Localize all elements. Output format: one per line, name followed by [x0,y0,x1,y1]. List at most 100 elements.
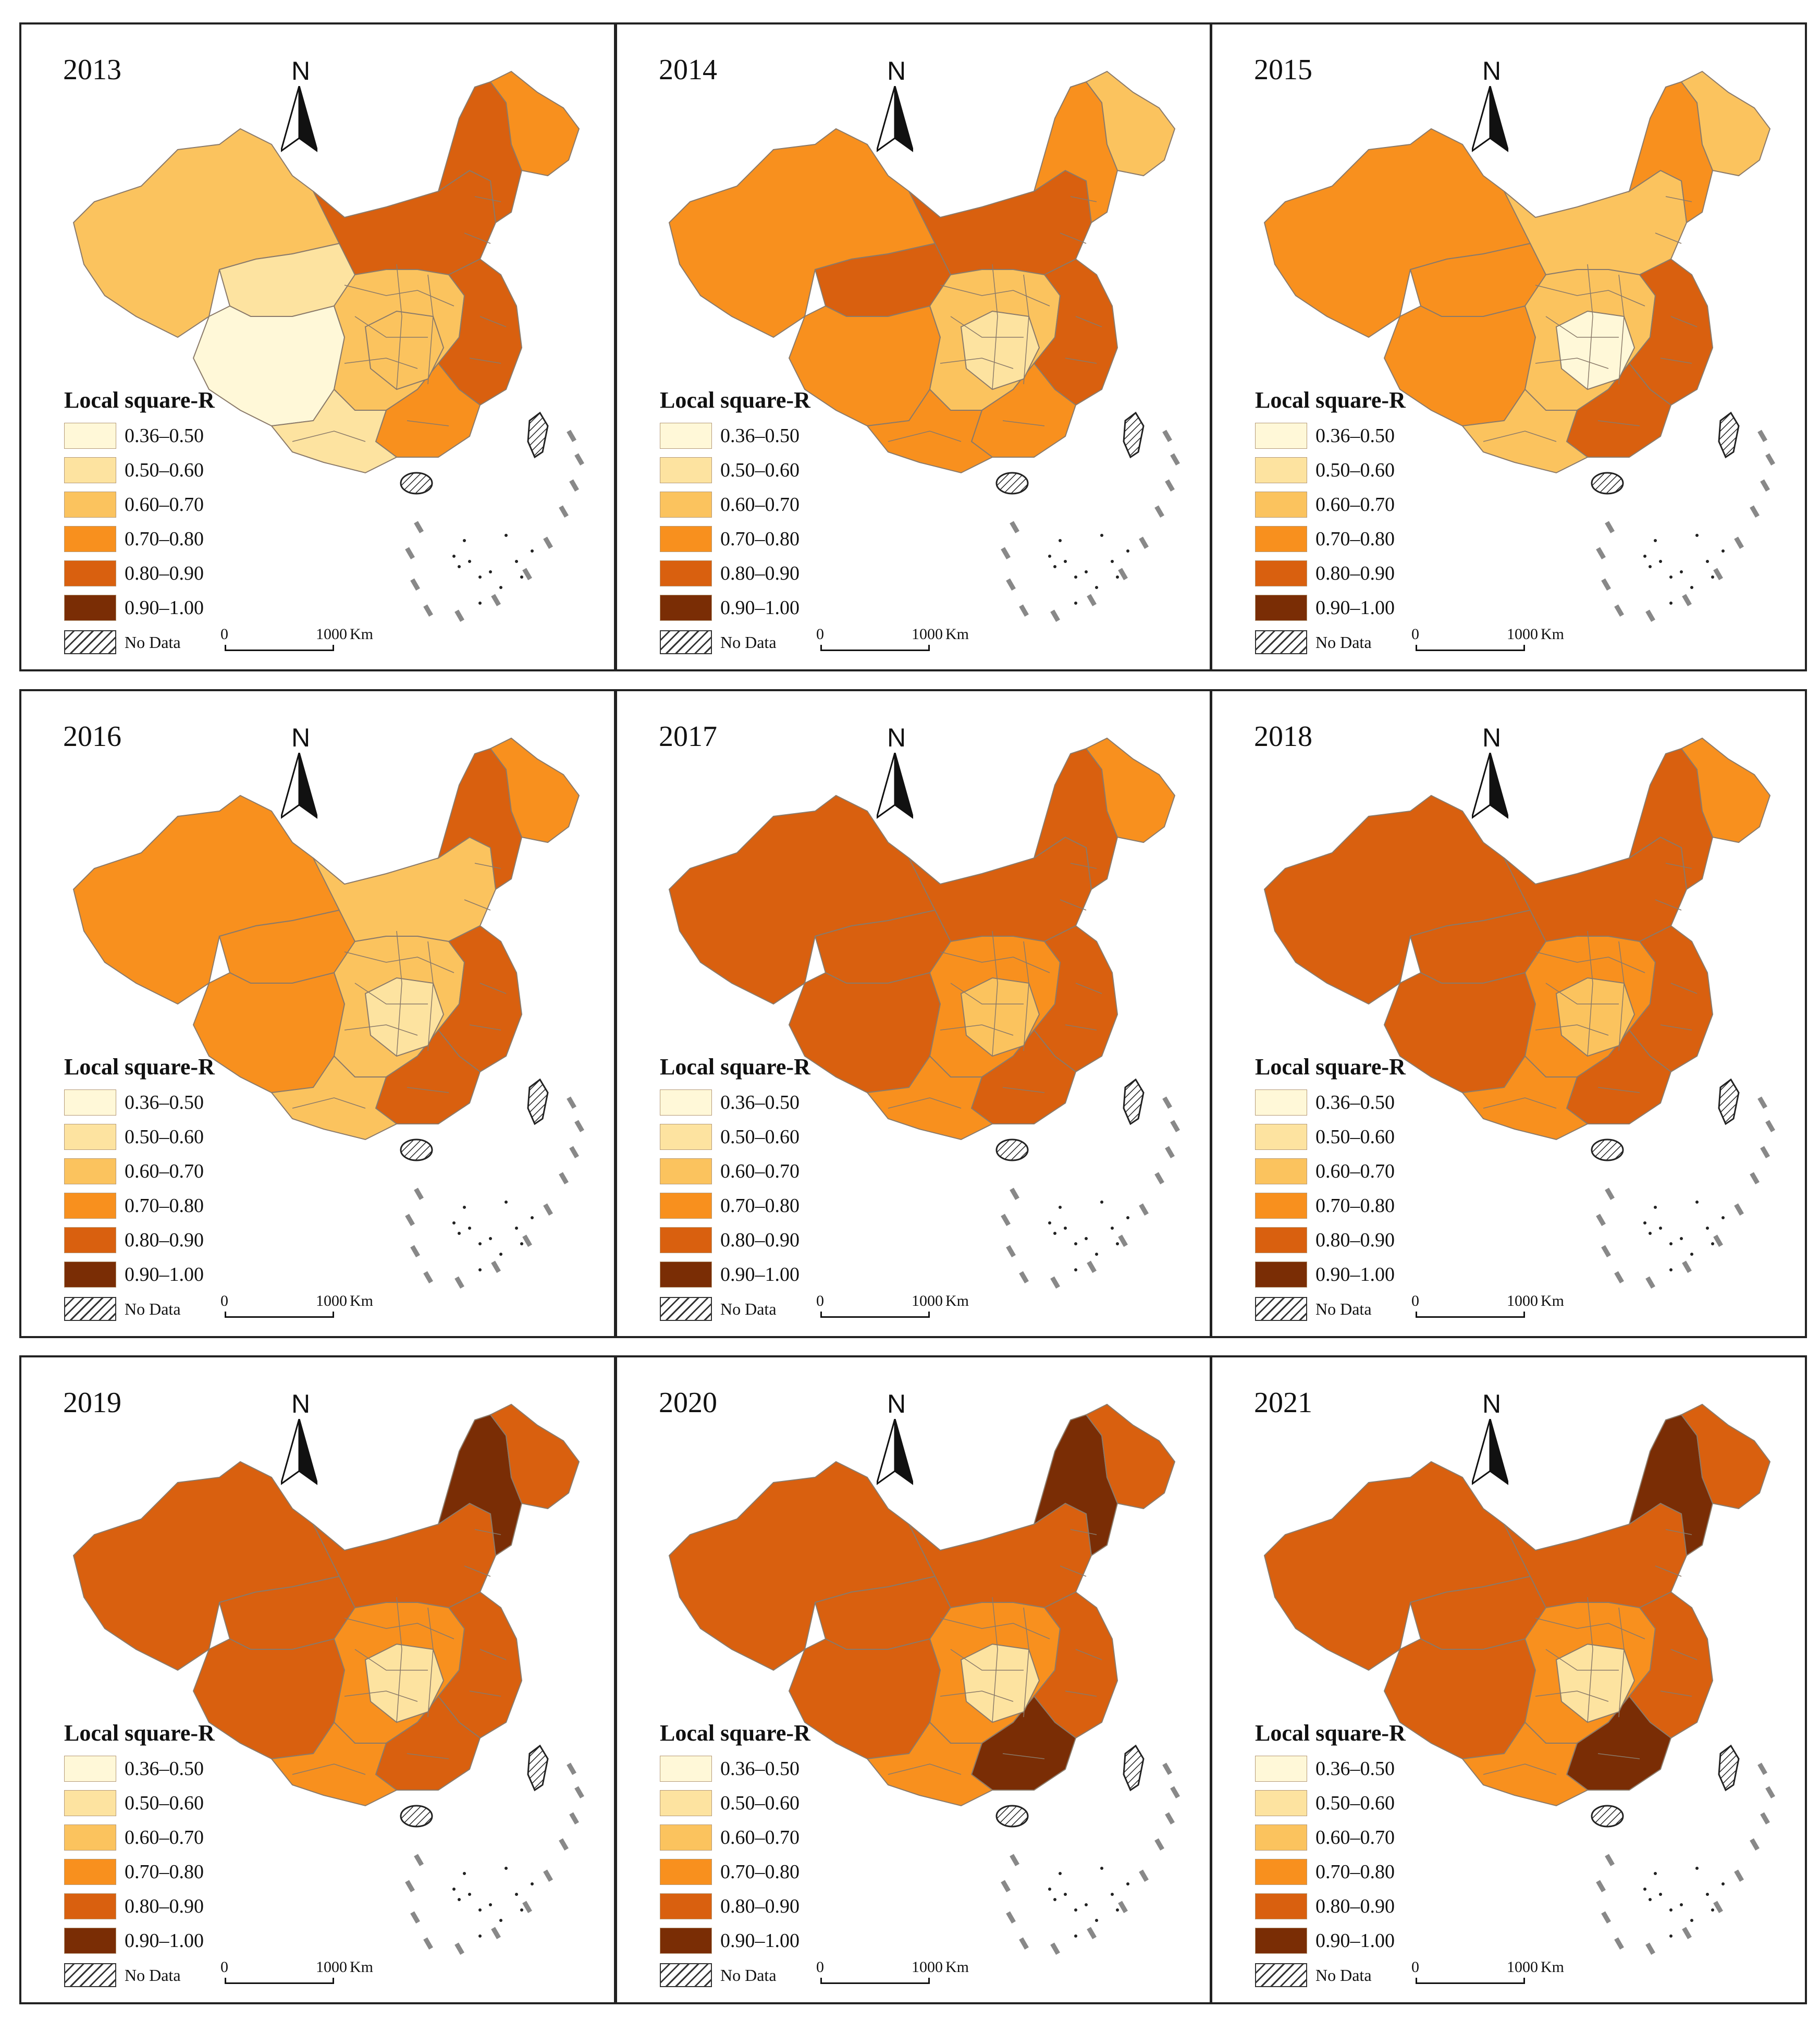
legend-title: Local square-R [64,1054,215,1080]
legend-label: 0.70–0.80 [125,1195,204,1217]
hatch-swatch [64,630,116,654]
region-far-ne [1680,737,1771,843]
legend-item: 0.60–0.70 [64,1154,262,1189]
region-central-core [960,977,1040,1057]
legend-swatch [64,526,116,552]
legend-label: 0.36–0.50 [125,1758,204,1780]
scale-zero-label: 0 [816,1292,824,1309]
legend-item: 0.50–0.60 [660,1120,858,1154]
china-choropleth-map [72,737,584,1289]
legend-item: 0.80–0.90 [64,1889,262,1924]
legend-item: 0.60–0.70 [64,487,262,522]
south-china-sea-islands [1001,1096,1180,1289]
region-central-core [960,1643,1040,1723]
legend-no-data: No Data [64,625,262,659]
scale-max-label: 1000 [1507,1292,1538,1309]
legend-label: 0.70–0.80 [720,1861,800,1883]
legend-title: Local square-R [660,1054,810,1080]
region-central-core [364,1643,445,1723]
no-data-label: No Data [125,1965,181,1985]
legend-label: 0.70–0.80 [1315,1195,1395,1217]
scale-bar: 0 1000 Km [220,1958,381,1991]
scale-bar: 0 1000 Km [816,626,977,658]
legend-swatch [660,423,712,449]
legend-label: 0.50–0.60 [720,1792,800,1814]
scale-bar-line [820,645,930,651]
legend-label: 0.60–0.70 [125,1827,204,1848]
region-east-coast [1033,1591,1118,1739]
hatch-swatch [1255,630,1307,654]
north-arrow: N [277,722,324,822]
legend-item: 0.90–1.00 [660,591,858,625]
legend-item: 0.50–0.60 [660,1786,858,1820]
legend-swatch [64,457,116,483]
north-arrow-label: N [291,56,311,85]
scale-max-label: 1000 [316,1958,347,1976]
county-boundaries [1483,863,1698,1109]
south-china-sea-islands [1001,430,1180,622]
legend-item: 0.60–0.70 [660,487,858,522]
hainan-no-data [1591,1138,1624,1161]
county-boundaries [292,863,507,1109]
legend-item: 0.90–1.00 [64,591,262,625]
legend-label: 0.80–0.90 [1315,1895,1395,1917]
legend-swatch [64,423,116,449]
no-data-label: No Data [1315,632,1372,652]
legend-label: 0.50–0.60 [1315,1792,1395,1814]
china-choropleth-map [72,1403,584,1955]
legend-label: 0.36–0.50 [125,425,204,447]
region-east-coast [437,258,523,406]
north-arrow-label: N [1482,1389,1502,1418]
county-boundaries [292,1529,507,1775]
legend-swatch [64,1158,116,1184]
legend-no-data: No Data [660,1958,858,1992]
taiwan-no-data [1718,1078,1740,1125]
legend-item: 0.90–1.00 [1255,591,1453,625]
legend-swatch [1255,1227,1307,1253]
scale-unit-label: Km [1541,1292,1564,1309]
county-boundaries [1483,196,1698,442]
region-far-ne [1680,70,1771,177]
hainan-no-data [400,1138,433,1161]
legend-item: 0.36–0.50 [1255,1085,1453,1120]
legend-label: 0.70–0.80 [720,1195,800,1217]
legend-swatch [660,1124,712,1150]
scale-bar-line [820,1312,930,1318]
legend-swatch [1255,1928,1307,1954]
legend-item: 0.90–1.00 [64,1257,262,1292]
legend-swatch [660,1859,712,1885]
region-east-coast [1628,925,1714,1073]
china-choropleth-map [668,737,1180,1289]
legend-swatch [660,1928,712,1954]
legend-item: 0.80–0.90 [660,556,858,591]
legend-swatch [660,457,712,483]
legend-swatch [1255,1193,1307,1219]
south-china-sea-islands [1596,1096,1775,1289]
north-arrow: N [872,1389,919,1488]
legend-no-data: No Data [1255,1958,1453,1992]
legend-title: Local square-R [660,1720,810,1746]
legend-item: 0.36–0.50 [64,1085,262,1120]
scale-zero-label: 0 [220,1292,228,1309]
legend-label: 0.90–1.00 [720,1264,800,1285]
legend-label: 0.80–0.90 [720,1895,800,1917]
north-arrow-label: N [291,1389,311,1418]
scale-bar: 0 1000 Km [1411,626,1572,658]
legend-item: 0.80–0.90 [1255,1223,1453,1257]
legend-title: Local square-R [1255,387,1406,413]
north-arrow-icon [1472,1419,1508,1485]
legend-swatch [64,1124,116,1150]
year-label: 2015 [1254,54,1312,86]
legend-label: 0.90–1.00 [1315,1930,1395,1952]
scale-max-label: 1000 [1507,626,1538,643]
taiwan-no-data [527,1078,549,1125]
legend-item: 0.80–0.90 [64,1223,262,1257]
region-central-core [364,977,445,1057]
legend-swatch [1255,492,1307,518]
scale-zero-label: 0 [1411,1958,1419,1976]
region-east-coast [1628,1591,1714,1739]
legend-swatch [1255,1158,1307,1184]
legend: Local square-R 0.36–0.50 0.50–0.60 0.60–0.7… [660,1720,858,1992]
scale-unit-label: Km [350,1958,373,1976]
